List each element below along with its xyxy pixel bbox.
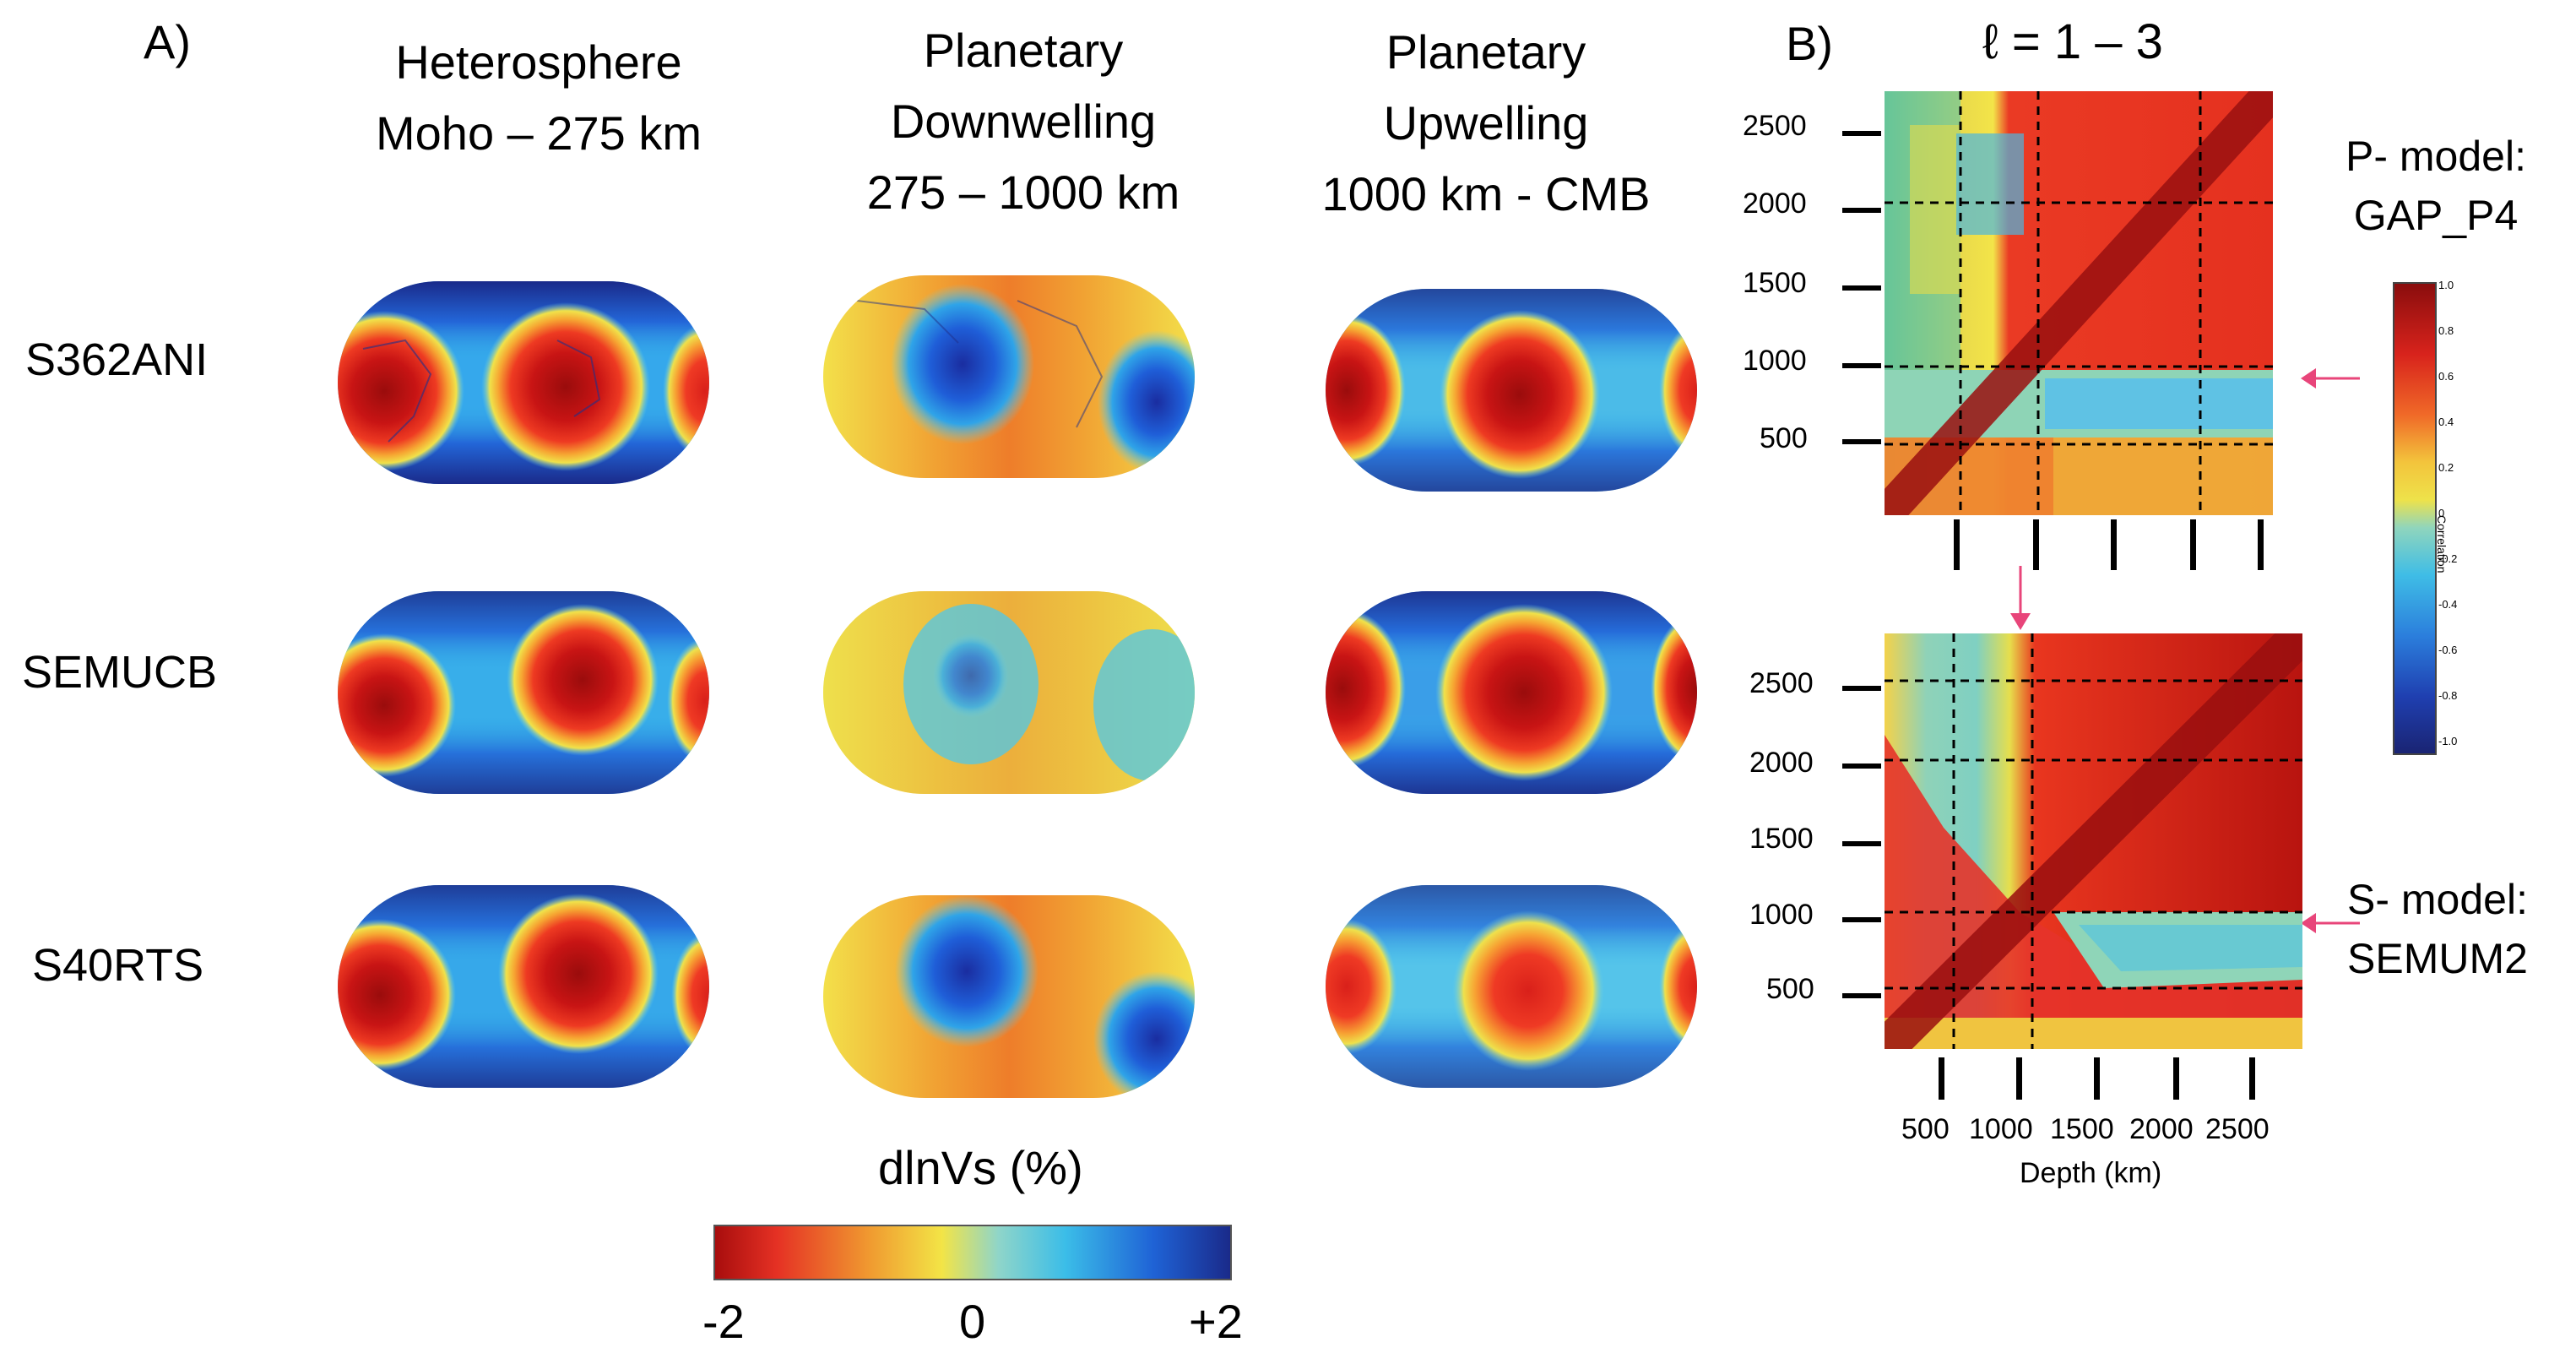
map-semucb-heterosphere (338, 591, 709, 794)
map-s362ani-heterosphere (338, 281, 709, 484)
top-y-tick-label: 2500 (1743, 110, 1807, 142)
correlation-tick: 1.0 (2438, 279, 2454, 291)
top-x-tick-mark (2258, 519, 2264, 570)
correlation-tick: 0 (2438, 507, 2445, 519)
top-y-tick-label: 500 (1760, 422, 1808, 454)
correlation-tick: -0.4 (2438, 598, 2458, 611)
map-s362ani-upwelling (1326, 289, 1697, 492)
bottom-x-tick-label: 2500 (2205, 1113, 2270, 1145)
map-s40rts-downwelling (823, 895, 1195, 1098)
dlnvs-colorbar-title: dlnVs (%) (878, 1141, 1083, 1194)
bottom-y-tick-label: 500 (1766, 973, 1814, 1005)
top-y-tick-mark (1842, 131, 1881, 136)
bottom-y-tick-label: 1000 (1749, 899, 1814, 931)
top-y-tick-label: 1500 (1743, 267, 1807, 299)
top-y-tick-mark (1842, 363, 1881, 368)
column-header-downwelling: Planetary Downwelling 275 – 1000 km (787, 15, 1260, 228)
map-semucb-upwelling (1326, 591, 1697, 794)
correlation-matrix-p-model (1885, 91, 2273, 515)
bottom-x-tick-label: 2000 (2129, 1113, 2194, 1145)
arrow-left-icon (2301, 913, 2360, 933)
bottom-y-tick-mark (1842, 917, 1881, 922)
column-header-heterosphere: Heterosphere Moho – 275 km (302, 27, 775, 169)
top-x-tick-mark (2190, 519, 2196, 570)
panel-b-title: ℓ = 1 – 3 (1982, 14, 2163, 69)
correlation-tick: -1.0 (2438, 735, 2458, 747)
column-header-line: 1000 km - CMB (1321, 167, 1651, 211)
top-y-tick-mark (1842, 439, 1881, 444)
x-axis-label: Depth (km) (2020, 1157, 2162, 1189)
arrow-left-icon (2301, 368, 2360, 389)
panel-a-label: A) (144, 15, 191, 68)
correlation-colorbar (2393, 282, 2437, 755)
correlation-tick: -0.8 (2438, 689, 2458, 702)
bottom-x-tick-mark (2173, 1057, 2179, 1100)
bottom-y-tick-mark (1842, 764, 1881, 769)
column-header-line: Heterosphere (395, 35, 682, 89)
s-model-label-line: SEMUM2 (2347, 935, 2528, 982)
bottom-y-tick-label: 2000 (1749, 747, 1814, 779)
bottom-x-tick-label: 1500 (2050, 1113, 2114, 1145)
p-model-label: P- model: GAP_P4 (2346, 127, 2526, 245)
dlnvs-tick-mid: 0 (959, 1295, 986, 1348)
bottom-y-tick-label: 2500 (1749, 667, 1814, 699)
panel-b-label: B) (1786, 17, 1833, 70)
top-x-tick-mark (2033, 519, 2039, 570)
bottom-y-tick-mark (1842, 993, 1881, 998)
dlnvs-tick-max: +2 (1189, 1295, 1243, 1348)
column-header-upwelling: Planetary Upwelling 1000 km - CMB (1250, 17, 1722, 211)
arrow-down-icon (2010, 566, 2031, 630)
top-x-tick-mark (1954, 519, 1960, 570)
bottom-y-tick-label: 1500 (1749, 823, 1814, 855)
map-s362ani-downwelling (823, 275, 1195, 478)
bottom-x-tick-mark (2016, 1057, 2022, 1100)
top-y-tick-label: 2000 (1743, 187, 1807, 220)
p-model-label-line: P- model: (2346, 133, 2526, 180)
row-label-s362ani: S362ANI (25, 334, 209, 385)
bottom-x-tick-label: 1000 (1969, 1113, 2033, 1145)
correlation-tick: -0.6 (2438, 644, 2458, 656)
column-header-line: 275 – 1000 km (866, 166, 1180, 219)
row-label-semucb: SEMUCB (22, 647, 218, 698)
correlation-matrix-s-model (1885, 633, 2302, 1049)
bottom-y-tick-mark (1842, 686, 1881, 691)
correlation-tick: 0.6 (2438, 370, 2454, 383)
column-header-line: Moho – 275 km (376, 106, 702, 160)
correlation-tick: -0.2 (2438, 552, 2458, 565)
s-model-label: S- model: SEMUM2 (2347, 870, 2528, 988)
column-header-line: Downwelling (890, 95, 1157, 148)
column-header-line: Planetary (1386, 25, 1586, 79)
bottom-y-tick-mark (1842, 841, 1881, 846)
p-model-label-line: GAP_P4 (2353, 192, 2519, 239)
map-s40rts-upwelling (1326, 885, 1697, 1088)
top-x-tick-mark (2111, 519, 2117, 570)
correlation-colorbar-label: Correlation (2435, 515, 2449, 573)
dlnvs-tick-min: -2 (702, 1295, 745, 1348)
top-y-tick-mark (1842, 285, 1881, 291)
row-label-s40rts: S40RTS (32, 940, 204, 991)
correlation-tick: 0.2 (2438, 461, 2454, 474)
correlation-tick: 0.8 (2438, 324, 2454, 337)
top-y-tick-label: 1000 (1743, 345, 1807, 377)
map-semucb-downwelling (823, 591, 1195, 794)
bottom-x-tick-mark (1939, 1057, 1944, 1100)
dlnvs-colorbar (713, 1225, 1232, 1280)
column-header-line: Upwelling (1383, 96, 1589, 149)
column-header-line: Planetary (923, 24, 1124, 77)
correlation-tick: 0.4 (2438, 416, 2454, 428)
correlation-colorbar-ticks: 1.0 0.8 0.6 0.4 0.2 0 -0.2 -0.4 -0.6 -0.… (2438, 279, 2489, 752)
s-model-label-line: S- model: (2347, 876, 2528, 923)
bottom-x-tick-label: 500 (1901, 1113, 1950, 1145)
top-y-tick-mark (1842, 208, 1881, 213)
bottom-x-tick-mark (2094, 1057, 2100, 1100)
map-s40rts-heterosphere (338, 885, 709, 1088)
bottom-x-tick-mark (2249, 1057, 2255, 1100)
